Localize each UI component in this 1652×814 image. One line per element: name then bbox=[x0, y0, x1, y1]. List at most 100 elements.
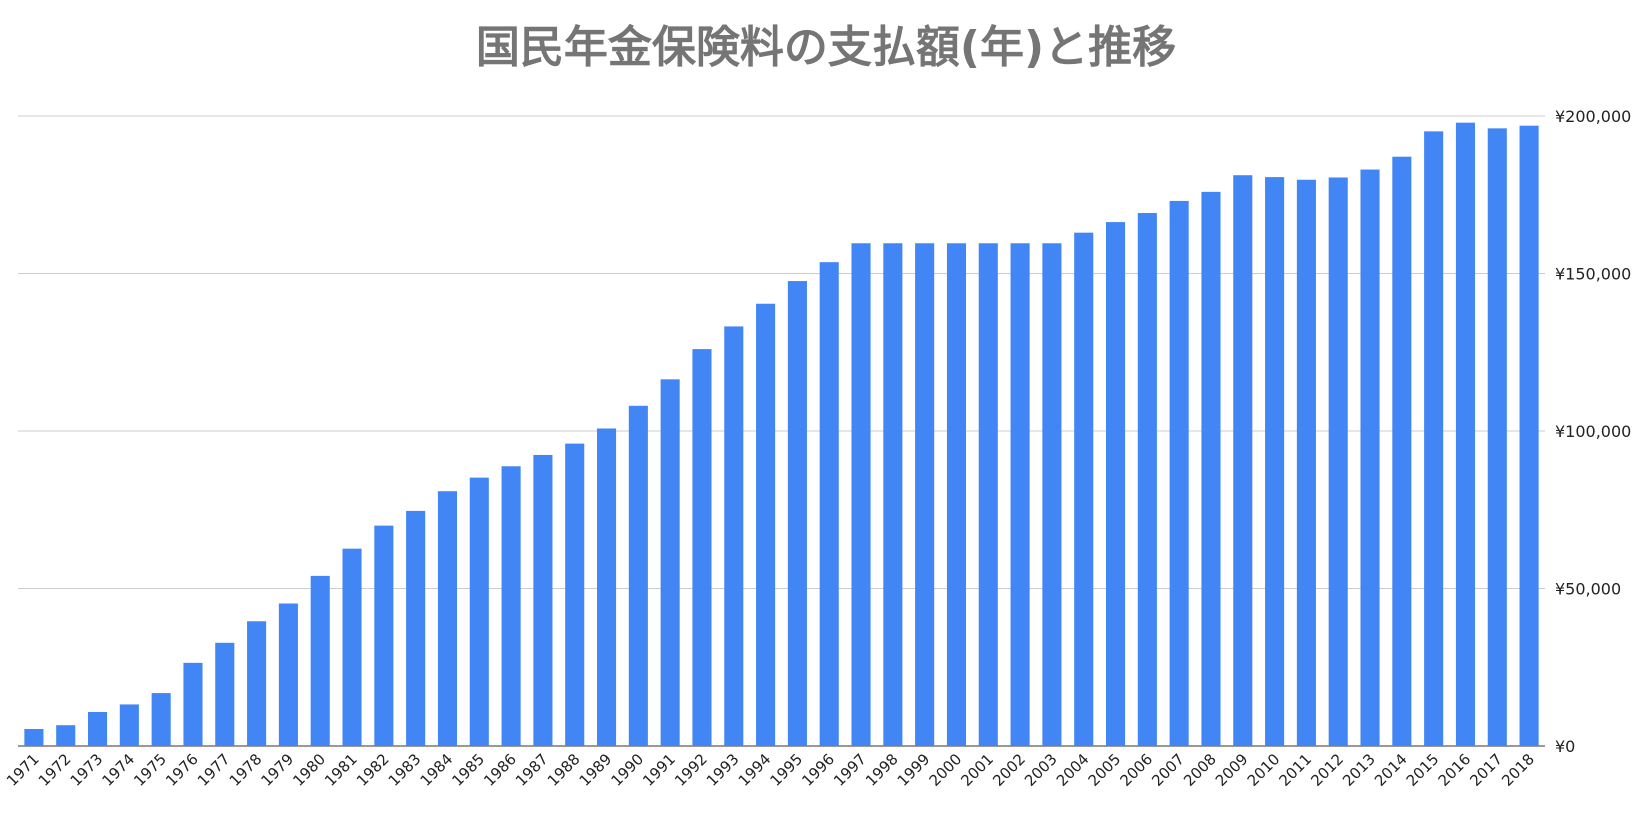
x-tick-label: 2004 bbox=[1053, 750, 1093, 790]
y-tick-label: ¥0 bbox=[1555, 737, 1575, 756]
bar bbox=[1074, 232, 1094, 746]
x-tick-label: 1992 bbox=[671, 750, 711, 790]
bar bbox=[1455, 122, 1476, 747]
x-tick-label: 1993 bbox=[703, 750, 743, 790]
x-tick-label: 2003 bbox=[1021, 750, 1061, 790]
bar bbox=[596, 428, 617, 746]
bar bbox=[1233, 175, 1253, 747]
x-tick-label: 2012 bbox=[1307, 750, 1347, 790]
x-tick-label: 1980 bbox=[289, 750, 329, 790]
bar bbox=[533, 454, 553, 746]
bar bbox=[87, 711, 108, 746]
bar bbox=[1328, 177, 1348, 746]
bar bbox=[1265, 177, 1285, 747]
bar bbox=[883, 243, 903, 746]
bar bbox=[247, 621, 267, 746]
bar bbox=[24, 728, 44, 746]
bar bbox=[565, 443, 585, 746]
bar bbox=[406, 510, 426, 746]
x-tick-label: 2016 bbox=[1435, 750, 1475, 790]
x-tick-label: 1994 bbox=[735, 750, 775, 790]
bar bbox=[119, 704, 139, 746]
bar bbox=[915, 243, 935, 746]
bar bbox=[215, 642, 235, 746]
bar bbox=[1360, 169, 1380, 747]
x-tick-label: 1997 bbox=[830, 750, 870, 790]
bar bbox=[787, 281, 807, 746]
x-tick-label: 1987 bbox=[512, 750, 552, 790]
x-tick-label: 1982 bbox=[353, 750, 393, 790]
x-tick-label: 1978 bbox=[226, 750, 266, 790]
chart-title: 国民年金保険料の支払額(年)と推移 bbox=[476, 22, 1176, 73]
bar bbox=[946, 243, 967, 746]
x-tick-label: 2011 bbox=[1276, 750, 1316, 790]
x-tick-label: 2010 bbox=[1244, 750, 1284, 790]
x-tick-label: 1977 bbox=[194, 750, 234, 790]
x-tick-label: 1983 bbox=[385, 750, 425, 790]
bar bbox=[724, 326, 744, 746]
x-tick-label: 2000 bbox=[926, 750, 966, 790]
bar bbox=[1137, 213, 1157, 746]
x-tick-label: 2001 bbox=[957, 750, 997, 790]
bar bbox=[1487, 128, 1507, 746]
bar bbox=[1392, 156, 1412, 746]
bar bbox=[660, 379, 680, 746]
x-tick-label: 2008 bbox=[1180, 750, 1220, 790]
x-tick-label: 1976 bbox=[162, 750, 202, 790]
bar bbox=[151, 693, 171, 746]
bar bbox=[183, 662, 203, 746]
x-tick-label: 2007 bbox=[1148, 750, 1188, 790]
y-tick-label: ¥50,000 bbox=[1555, 580, 1621, 599]
bar bbox=[1519, 125, 1539, 746]
bar bbox=[1105, 222, 1126, 747]
x-tick-label: 1975 bbox=[130, 750, 170, 790]
x-tick-label: 2015 bbox=[1403, 750, 1443, 790]
bar bbox=[469, 477, 489, 746]
x-tick-label: 2017 bbox=[1466, 750, 1506, 790]
y-tick-label: ¥150,000 bbox=[1555, 265, 1631, 284]
bar bbox=[342, 548, 362, 746]
x-tick-label: 1985 bbox=[448, 750, 488, 790]
x-tick-label: 2002 bbox=[989, 750, 1029, 790]
bar bbox=[56, 725, 76, 746]
x-tick-label: 1988 bbox=[544, 750, 584, 790]
x-tick-label: 1974 bbox=[98, 750, 138, 790]
x-tick-label: 1984 bbox=[417, 750, 457, 790]
bar bbox=[1010, 243, 1030, 746]
x-tick-label: 1971 bbox=[3, 750, 43, 790]
bar bbox=[278, 603, 298, 746]
bar bbox=[692, 349, 712, 746]
x-tick-label: 1999 bbox=[894, 750, 934, 790]
bar bbox=[756, 303, 776, 746]
bar bbox=[374, 525, 394, 746]
x-tick-label: 1996 bbox=[798, 750, 838, 790]
y-tick-label: ¥100,000 bbox=[1555, 422, 1631, 441]
x-tick-label: 2005 bbox=[1085, 750, 1125, 790]
bar bbox=[1169, 200, 1189, 746]
x-tick-label: 2006 bbox=[1116, 750, 1156, 790]
bar bbox=[1042, 243, 1062, 746]
y-tick-label: ¥200,000 bbox=[1555, 107, 1631, 126]
bar bbox=[310, 575, 330, 746]
bar bbox=[501, 466, 521, 746]
bar bbox=[1296, 179, 1316, 747]
x-tick-label: 1972 bbox=[35, 750, 75, 790]
bar bbox=[1201, 191, 1221, 747]
x-tick-label: 2014 bbox=[1371, 750, 1411, 790]
x-tick-label: 1986 bbox=[480, 750, 520, 790]
x-tick-label: 1973 bbox=[67, 750, 107, 790]
x-tick-label: 2013 bbox=[1339, 750, 1379, 790]
x-tick-label: 1998 bbox=[862, 750, 902, 790]
bar bbox=[978, 243, 998, 746]
bar bbox=[819, 262, 839, 746]
bar bbox=[628, 405, 648, 746]
x-tick-label: 2018 bbox=[1498, 750, 1538, 790]
x-tick-label: 1990 bbox=[607, 750, 647, 790]
x-tick-label: 1979 bbox=[258, 750, 298, 790]
x-tick-label: 1991 bbox=[639, 750, 679, 790]
x-tick-label: 2009 bbox=[1212, 750, 1252, 790]
bar bbox=[851, 243, 871, 746]
bar bbox=[1424, 131, 1444, 746]
x-tick-label: 1989 bbox=[576, 750, 616, 790]
